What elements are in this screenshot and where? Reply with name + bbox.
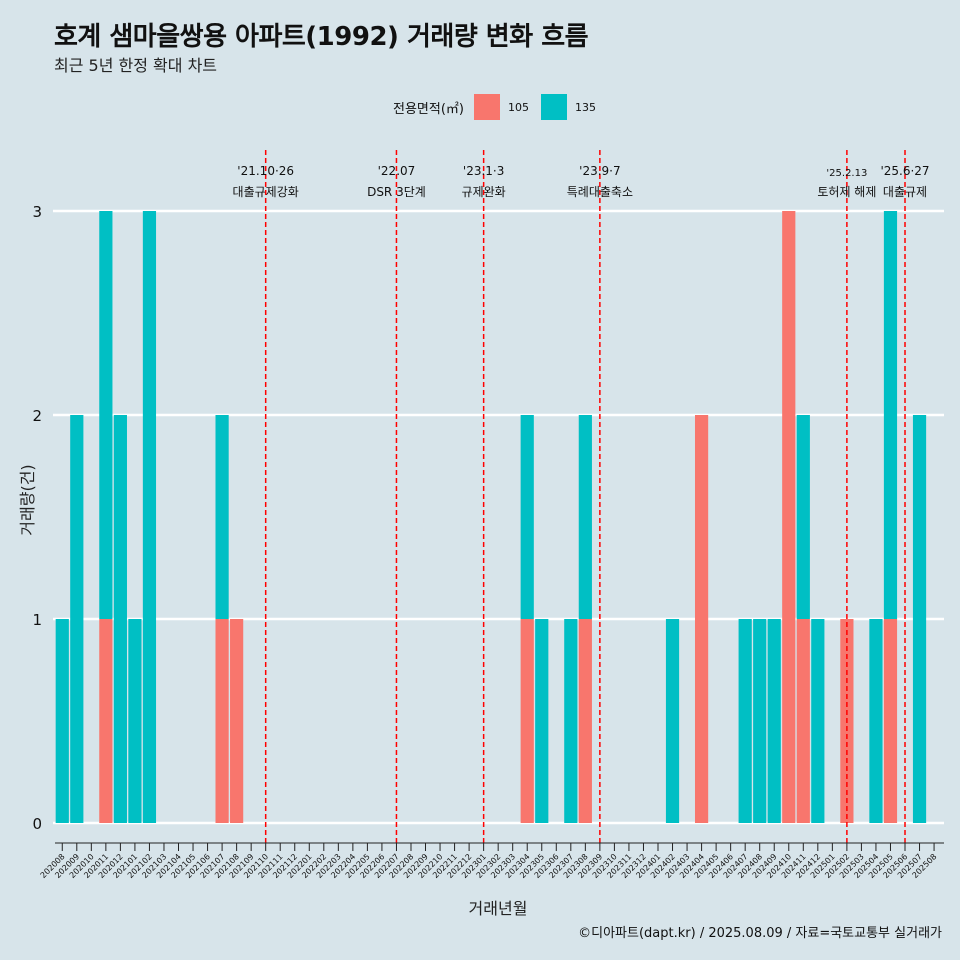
- bar-105-202308: [578, 619, 592, 823]
- bar-135-202102: [142, 211, 157, 823]
- event-label: 규제완화: [462, 185, 506, 199]
- chart-subtitle: 최근 5년 한정 확대 차트: [54, 56, 218, 75]
- bar-135-202409: [767, 619, 781, 823]
- event-label: 토허제 해제: [817, 185, 876, 199]
- bar-105-202411: [796, 619, 810, 823]
- bar-135-202505: [883, 211, 898, 619]
- bar-135-202101: [128, 619, 142, 823]
- x-axis-label: 거래년월: [469, 899, 528, 918]
- event-date: '23.1·3: [463, 164, 504, 178]
- event-label: DSR 3단계: [367, 185, 426, 199]
- y-tick-label: 3: [32, 203, 42, 221]
- bar-135-202402: [665, 619, 680, 823]
- bar-135-202412: [811, 619, 825, 823]
- legend: 전용면적(㎡) 105 135: [393, 93, 608, 121]
- bar-135-202011: [99, 211, 113, 619]
- bar-135-202307: [564, 619, 578, 823]
- source-footer: ©디아파트(dapt.kr) / 2025.08.09 / 자료=국토교통부 실…: [578, 926, 942, 941]
- bar-135-202009: [70, 415, 84, 823]
- y-tick-label: 0: [32, 815, 42, 833]
- legend-label-105: 105: [507, 100, 529, 114]
- bar-105-202410: [782, 211, 796, 823]
- bar-135-202408: [753, 619, 767, 823]
- bar-135-202008: [55, 619, 69, 823]
- legend-key-105: [473, 94, 500, 120]
- bars: [55, 211, 927, 823]
- legend-key-135: [540, 94, 567, 120]
- event-lines: '21.10·26 대출규제강화 '22.07 DSR 3단계 '23.1·3 규제완화 '…: [233, 150, 930, 843]
- bar-135-202304: [520, 415, 534, 619]
- chart-title: 호계 샘마을쌍용 아파트(1992) 거래량 변화 흐름: [54, 22, 589, 52]
- event-label: 특례대출축소: [567, 185, 633, 199]
- bar-105-202304: [520, 619, 534, 823]
- event-label: 대출규제: [883, 185, 927, 199]
- bar-135-202107: [215, 415, 229, 619]
- event-date: '25.6·27: [880, 164, 929, 178]
- event-date: '25.2.13: [826, 168, 867, 179]
- bar-135-202507: [912, 415, 927, 823]
- bar-135-202411: [796, 415, 810, 619]
- bar-135-202305: [535, 619, 549, 823]
- bar-105-202404: [694, 415, 709, 823]
- bar-105-202107: [215, 619, 229, 823]
- gridlines: [53, 209, 944, 825]
- x-axis: 2020082020092020102020112020122021012021…: [39, 842, 944, 880]
- legend-label-135: 135: [574, 100, 596, 114]
- y-tick-label: 2: [32, 407, 42, 425]
- bar-135-202012: [113, 415, 127, 823]
- bar-135-202308: [578, 415, 592, 619]
- bar-105-202505: [883, 619, 898, 823]
- bar-105-202108: [230, 619, 244, 823]
- bar-135-202504: [869, 619, 883, 823]
- event-label: 대출규제강화: [233, 185, 299, 199]
- y-axis-label: 거래량(건): [18, 464, 37, 535]
- legend-title: 전용면적(㎡): [393, 101, 464, 117]
- event-date: '21.10·26: [237, 164, 294, 178]
- bar-105-202011: [99, 619, 113, 823]
- event-date: '22.07: [378, 164, 416, 178]
- bar-135-202407: [738, 619, 752, 823]
- y-axis: 0 1 2 3: [32, 203, 42, 833]
- y-tick-label: 1: [32, 611, 42, 629]
- event-date: '23.9·7: [579, 164, 620, 178]
